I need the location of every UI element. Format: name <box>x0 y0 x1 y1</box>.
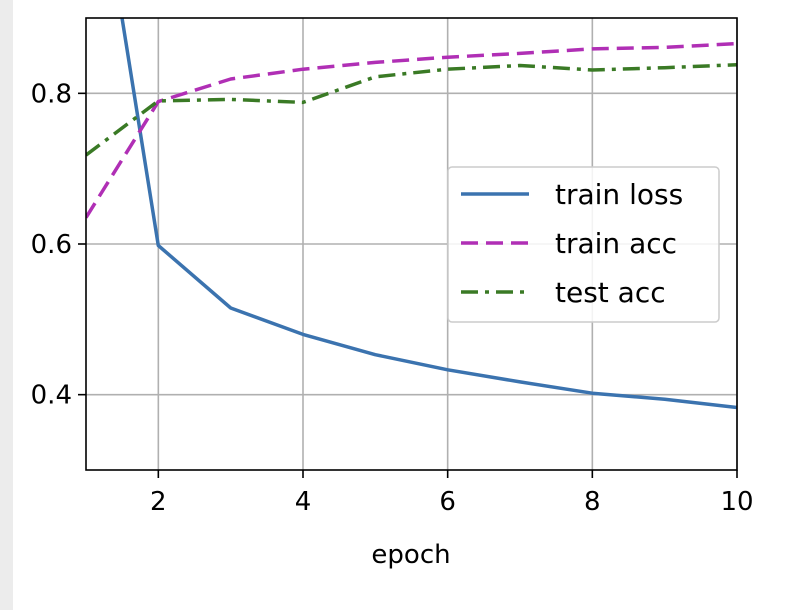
series-line-train-loss <box>120 18 737 410</box>
x-tick-label: 2 <box>150 487 167 517</box>
series-group <box>86 18 737 410</box>
legend-frame <box>447 166 720 323</box>
legend-label: test acc <box>555 276 666 309</box>
x-tick-label: 8 <box>584 487 601 517</box>
y-tick-label: 0.6 <box>31 230 72 260</box>
x-tick-label: 10 <box>720 487 753 517</box>
x-axis-title: epoch <box>371 540 450 570</box>
y-tick-label: 0.8 <box>31 79 72 109</box>
y-tick-label: 0.4 <box>31 381 72 411</box>
tick-marks <box>78 92 738 478</box>
tick-labels: 2 4 6 8 10 0.4 0.6 0.8 <box>31 79 754 517</box>
series-line-train-acc <box>86 41 737 219</box>
legend: train loss train acc test acc <box>447 166 720 323</box>
x-tick-label: 6 <box>439 487 456 517</box>
legend-label: train loss <box>555 178 683 211</box>
legend-label: train acc <box>555 227 677 260</box>
series-line-test-acc <box>86 62 737 157</box>
left-margin-strip <box>0 0 13 610</box>
x-tick-label: 4 <box>295 487 312 517</box>
